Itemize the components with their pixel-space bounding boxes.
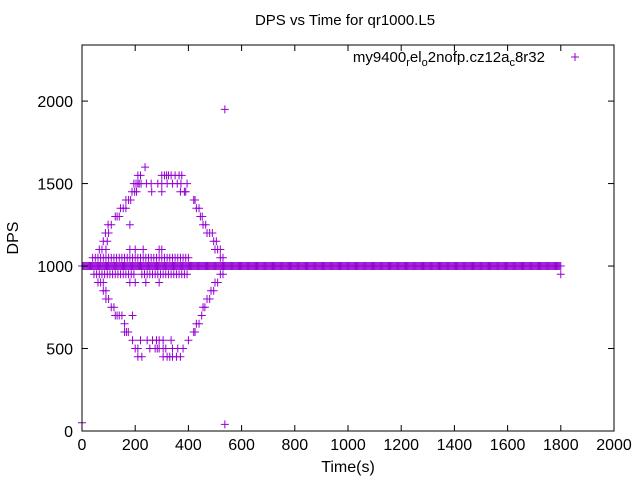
data-point <box>131 278 140 287</box>
data-point <box>183 179 192 188</box>
legend-label: my9400relo2nofp.cz12ac8r32 <box>353 49 545 69</box>
data-point <box>201 220 210 229</box>
series-points <box>78 105 565 429</box>
data-point <box>191 196 200 205</box>
y-tick-label: 1500 <box>37 177 73 194</box>
data-point <box>104 295 113 304</box>
data-point <box>157 245 166 254</box>
data-point <box>147 187 156 196</box>
data-point <box>179 344 188 353</box>
data-point <box>124 328 133 337</box>
y-axis: 0 500 1000 1500 2000 <box>37 94 614 441</box>
data-point <box>141 278 150 287</box>
data-point <box>107 220 116 229</box>
data-point <box>155 278 164 287</box>
x-tick-label: 1600 <box>490 437 526 454</box>
data-point <box>218 253 227 262</box>
x-tick-label: 2000 <box>596 437 632 454</box>
y-tick-label: 1000 <box>37 259 73 276</box>
data-point <box>109 303 118 312</box>
y-tick-label: 0 <box>64 424 73 441</box>
y-axis-label: DPS <box>5 222 22 255</box>
legend: my9400relo2nofp.cz12ac8r32 <box>353 49 579 69</box>
data-point <box>191 328 200 337</box>
data-point <box>198 212 207 221</box>
data-point <box>183 270 192 279</box>
data-point <box>103 237 112 246</box>
x-tick-label: 0 <box>78 437 87 454</box>
x-tick-label: 1200 <box>383 437 419 454</box>
data-point <box>125 220 134 229</box>
data-point <box>117 311 126 320</box>
data-point <box>177 171 186 180</box>
data-point <box>131 245 140 254</box>
data-point <box>205 295 214 304</box>
data-point <box>99 278 108 287</box>
data-point <box>104 229 113 238</box>
data-point <box>556 270 565 279</box>
data-point <box>157 187 166 196</box>
data-point <box>101 245 110 254</box>
data-point <box>126 196 135 205</box>
data-point <box>120 319 129 328</box>
x-axis: 0 200 400 600 800 1000 1200 1400 1600 1800 2000 <box>78 45 632 454</box>
data-point <box>184 336 193 345</box>
x-tick-label: 1000 <box>330 437 366 454</box>
x-tick-label: 800 <box>281 437 308 454</box>
data-point <box>556 262 565 271</box>
x-tick-label: 1400 <box>437 437 473 454</box>
data-point <box>167 336 176 345</box>
x-tick-label: 1800 <box>543 437 579 454</box>
data-point <box>209 286 218 295</box>
data-point <box>195 319 204 328</box>
data-point <box>132 187 141 196</box>
data-point <box>115 212 124 221</box>
data-point <box>137 352 146 361</box>
x-axis-label: Time(s) <box>321 459 375 476</box>
plot-border <box>81 44 615 432</box>
y-tick-label: 2000 <box>37 94 73 111</box>
x-tick-label: 400 <box>175 437 202 454</box>
data-point <box>213 278 222 287</box>
data-point <box>195 204 204 213</box>
data-point <box>212 237 221 246</box>
data-point <box>176 352 185 361</box>
x-tick-label: 600 <box>228 437 255 454</box>
chart-title: DPS vs Time for qr1000.L5 <box>255 12 435 29</box>
data-point <box>136 171 145 180</box>
data-point <box>184 253 193 262</box>
data-point <box>139 245 148 254</box>
data-point <box>220 105 229 114</box>
data-point <box>208 229 217 238</box>
data-point <box>121 204 130 213</box>
y-tick-label: 500 <box>46 342 73 359</box>
data-point <box>101 286 110 295</box>
data-point <box>181 187 190 196</box>
data-point <box>197 311 206 320</box>
data-point <box>159 336 168 345</box>
data-point <box>216 245 225 254</box>
x-tick-label: 200 <box>122 437 149 454</box>
data-point <box>128 336 137 345</box>
data-point <box>129 270 138 279</box>
data-point <box>133 344 142 353</box>
data-point <box>128 311 137 320</box>
legend-marker-plus <box>571 53 579 61</box>
data-point <box>220 420 229 429</box>
data-point <box>218 270 227 279</box>
data-point <box>141 163 150 172</box>
data-point <box>200 303 209 312</box>
